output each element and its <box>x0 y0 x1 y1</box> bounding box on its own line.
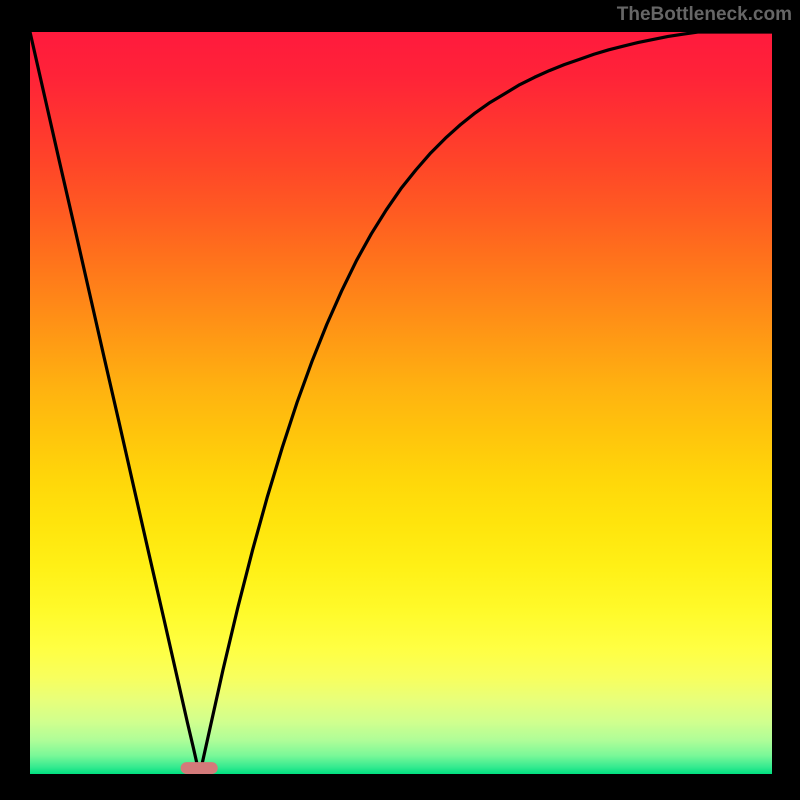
heatmap-background <box>30 32 772 774</box>
watermark-text: TheBottleneck.com <box>617 4 792 26</box>
optimal-marker <box>181 762 218 774</box>
bottleneck-chart <box>30 32 772 774</box>
chart-svg <box>30 32 772 774</box>
